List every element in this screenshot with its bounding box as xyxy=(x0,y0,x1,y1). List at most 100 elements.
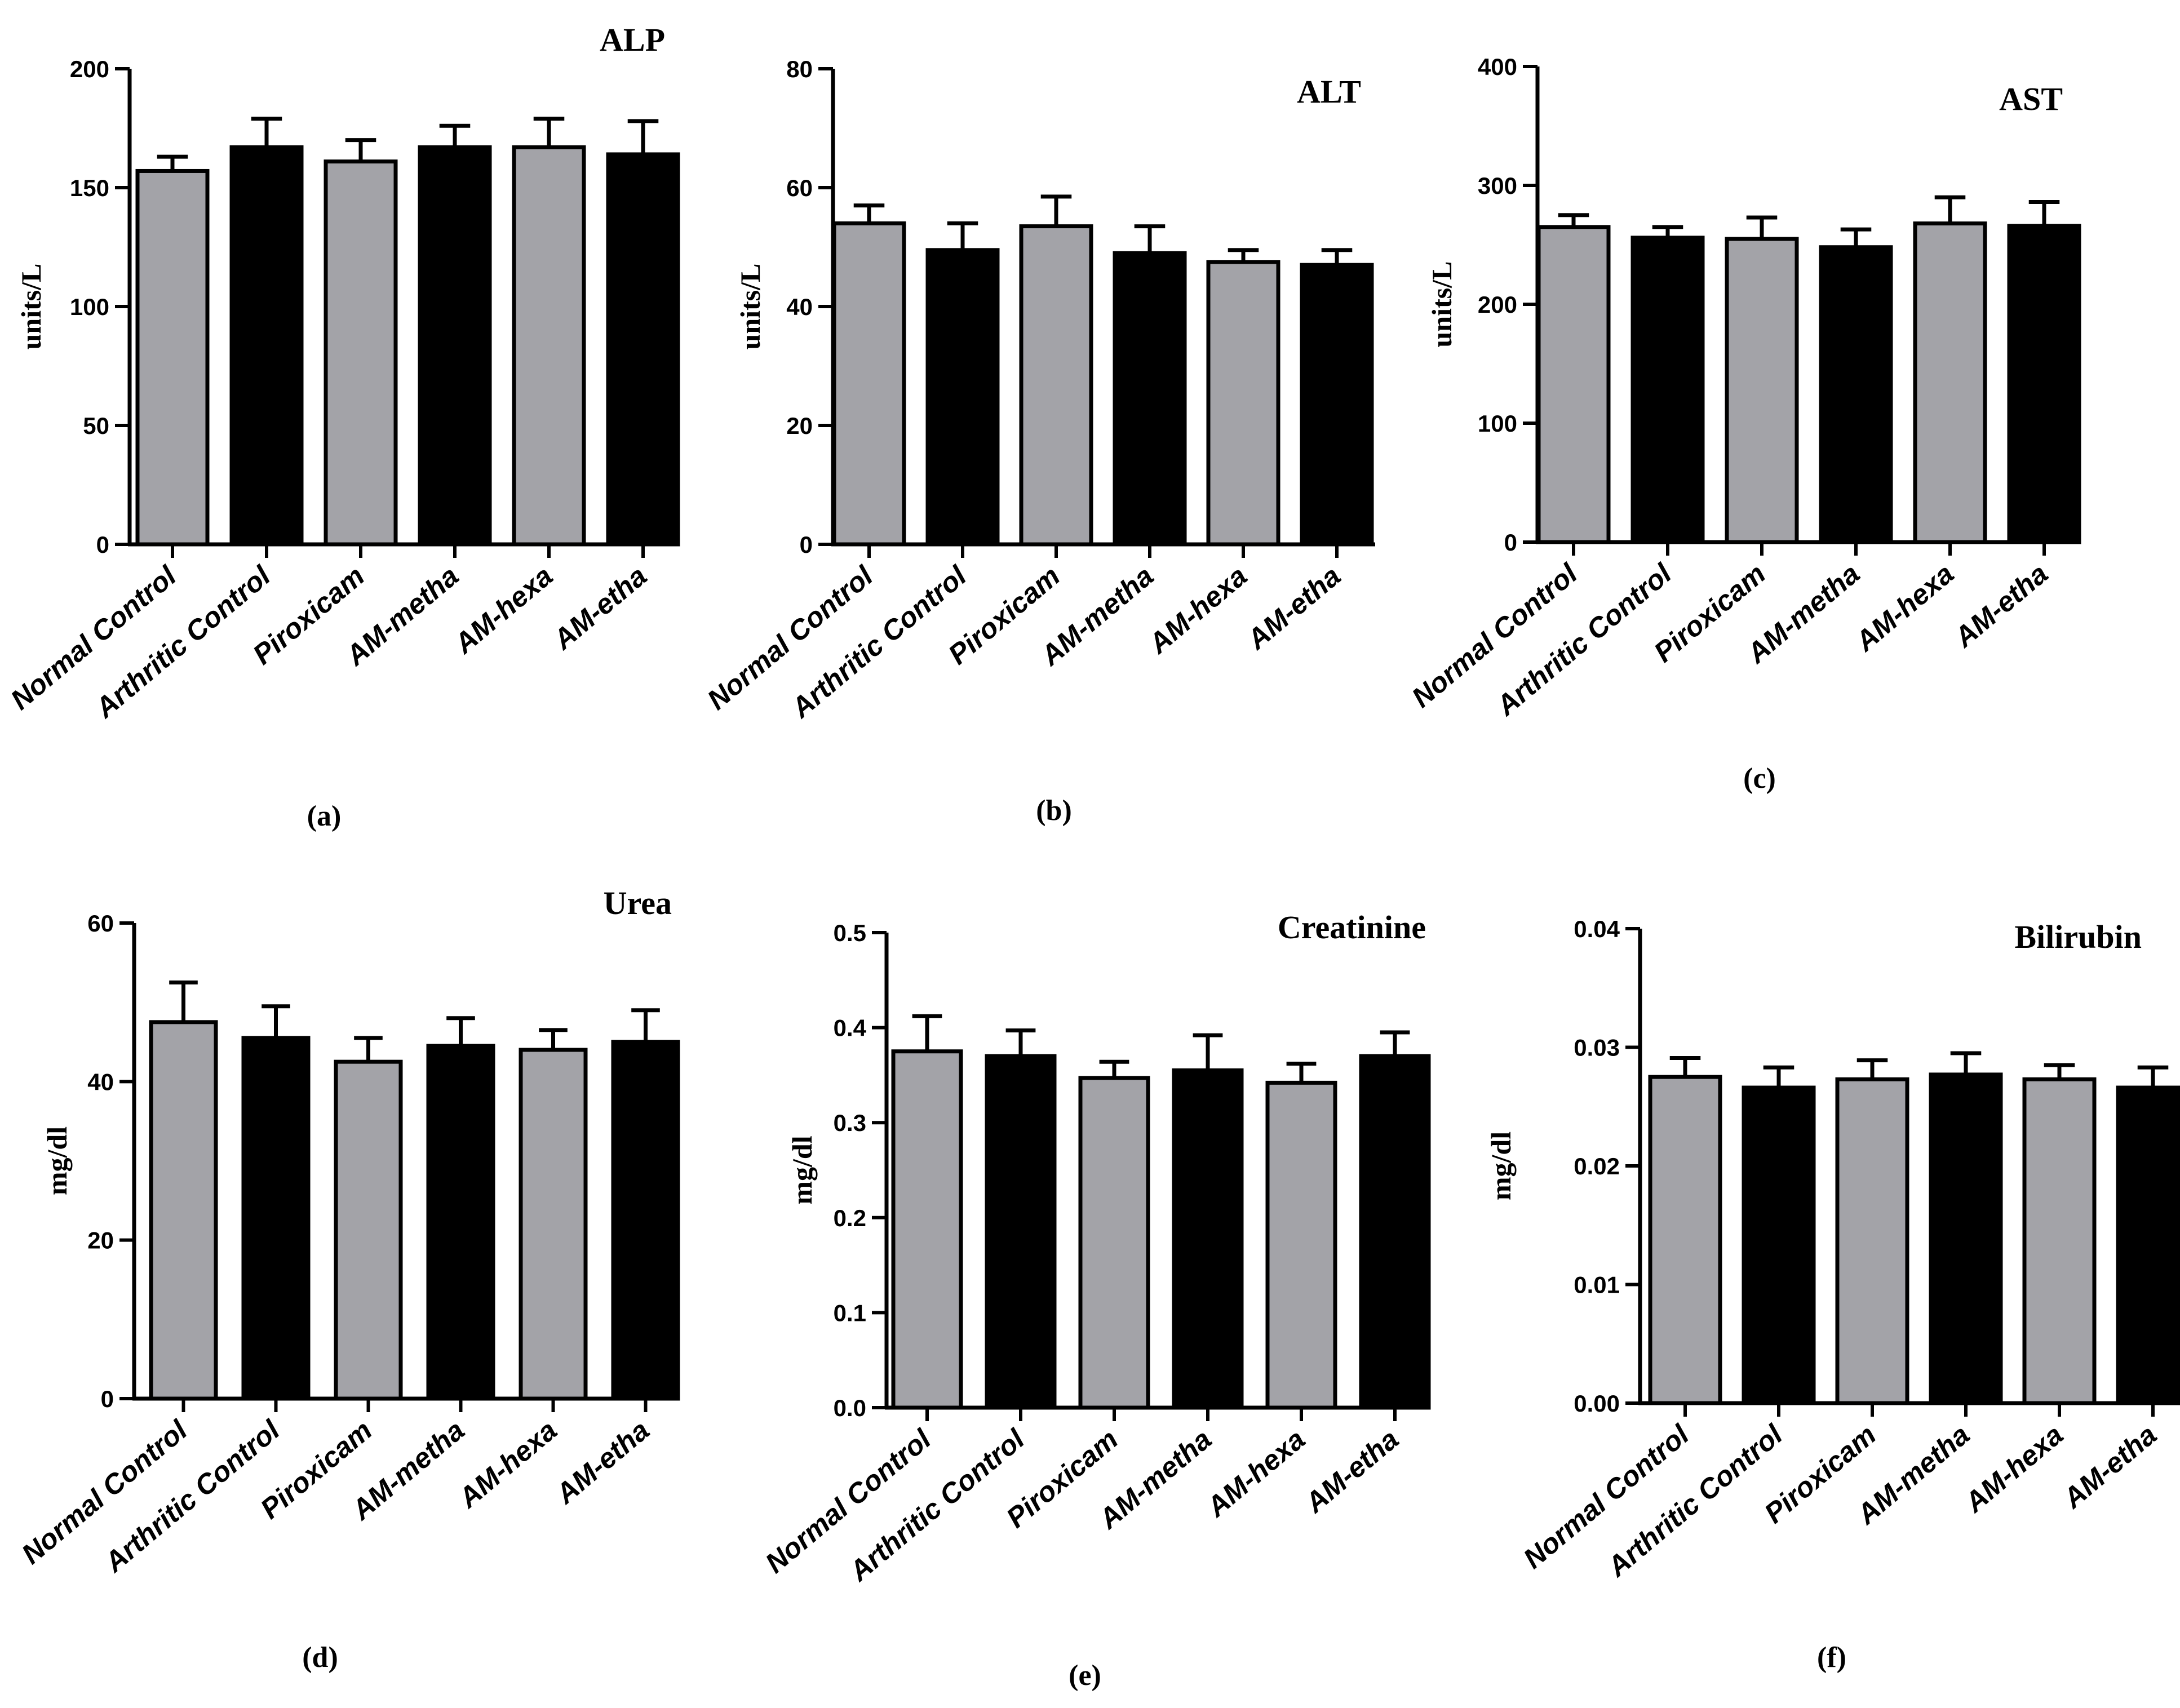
y-tick-label: 300 xyxy=(1478,172,1517,199)
panel-title: AST xyxy=(1999,81,2063,117)
x-tick-label: Normal Control xyxy=(759,1423,937,1580)
panel-title: ALT xyxy=(1297,73,1361,110)
bar-am-hexa xyxy=(2022,1077,2097,1405)
panel-caption: (e) xyxy=(1069,1660,1101,1692)
x-tick-label: AM-etha xyxy=(546,560,653,656)
panel-caption: (a) xyxy=(307,800,342,832)
panel-caption: (f) xyxy=(1817,1642,1846,1674)
bar-arthritic-control xyxy=(241,1036,311,1401)
y-tick-label: 0.4 xyxy=(834,1015,867,1041)
y-tick-label: 0.02 xyxy=(1574,1153,1620,1179)
bar-am-etha xyxy=(2007,224,2081,544)
y-tick-label: 0.00 xyxy=(1574,1390,1620,1417)
y-tick-label: 0 xyxy=(96,531,109,558)
x-tick-label: Arthritic Control xyxy=(785,560,973,725)
bar-normal-control xyxy=(891,1049,963,1410)
bar-normal-control xyxy=(1648,1075,1722,1405)
y-axis-label: mg/dl xyxy=(786,1135,818,1204)
y-axis-label: mg/dl xyxy=(1485,1132,1517,1200)
bar-am-etha xyxy=(606,152,680,547)
x-tick-label: AM-etha xyxy=(1947,558,2054,654)
y-tick-label: 100 xyxy=(70,294,109,320)
bar-piroxicam xyxy=(324,159,398,547)
bar-am-metha xyxy=(1819,245,1893,544)
bar-piroxicam xyxy=(1725,237,1799,544)
bar-am-hexa xyxy=(512,145,586,547)
y-tick-label: 20 xyxy=(87,1227,114,1254)
bar-arthritic-control xyxy=(1742,1085,1816,1405)
y-tick-label: 0.1 xyxy=(834,1299,866,1326)
bar-am-hexa xyxy=(1265,1080,1337,1410)
y-tick-label: 0 xyxy=(1504,529,1517,556)
panel-title: Creatinine xyxy=(1278,909,1426,946)
x-tick-label: AM-hexa xyxy=(447,560,559,660)
bar-am-hexa xyxy=(1913,221,1987,544)
bar-piroxicam xyxy=(1078,1076,1150,1410)
bar-piroxicam xyxy=(1835,1077,1909,1405)
panel-caption: (b) xyxy=(1036,795,1072,827)
x-tick-label: AM-hexa xyxy=(451,1414,562,1515)
y-tick-label: 150 xyxy=(70,175,109,201)
bar-arthritic-control xyxy=(985,1054,1057,1410)
bar-normal-control xyxy=(135,168,210,547)
panel-title: Urea xyxy=(604,885,672,921)
bar-arthritic-control xyxy=(229,145,304,547)
bar-arthritic-control xyxy=(1630,236,1705,544)
y-tick-label: 60 xyxy=(786,175,813,201)
x-tick-label: Normal Control xyxy=(5,560,183,716)
bar-am-metha xyxy=(418,145,492,547)
panel-title: ALP xyxy=(600,21,665,58)
bar-am-metha xyxy=(426,1044,495,1401)
y-tick-label: 200 xyxy=(70,56,109,82)
bar-am-metha xyxy=(1113,251,1187,547)
y-tick-label: 50 xyxy=(83,412,109,439)
bar-am-hexa xyxy=(519,1048,588,1401)
x-tick-label: AM-etha xyxy=(1298,1423,1404,1520)
x-tick-label: Arthritic Control xyxy=(1601,1418,1789,1583)
x-tick-label: Normal Control xyxy=(701,560,879,716)
y-tick-label: 0.01 xyxy=(1574,1272,1620,1298)
y-axis-label: units/L xyxy=(1426,261,1457,348)
bar-am-etha xyxy=(1359,1054,1431,1410)
y-tick-label: 0 xyxy=(101,1386,114,1412)
bar-normal-control xyxy=(832,221,906,547)
x-tick-label: AM-etha xyxy=(2056,1419,2163,1515)
y-tick-label: 40 xyxy=(87,1068,114,1095)
x-tick-label: AM-hexa xyxy=(1142,560,1253,660)
bar-am-hexa xyxy=(1206,260,1280,547)
y-axis-label: units/L xyxy=(15,264,47,350)
bar-piroxicam xyxy=(1019,224,1093,547)
x-tick-label: AM-hexa xyxy=(1849,558,1960,658)
bar-normal-control xyxy=(149,1020,218,1401)
panel-caption: (c) xyxy=(1743,762,1776,795)
x-tick-label: Normal Control xyxy=(1517,1418,1695,1575)
y-tick-label: 0.03 xyxy=(1574,1035,1620,1061)
y-tick-label: 20 xyxy=(786,412,813,439)
y-tick-label: 0.04 xyxy=(1574,916,1620,942)
y-tick-label: 60 xyxy=(87,910,114,937)
x-tick-label: Normal Control xyxy=(1406,557,1584,714)
y-tick-label: 100 xyxy=(1478,410,1517,437)
y-tick-label: 0.3 xyxy=(834,1110,866,1136)
bar-piroxicam xyxy=(334,1059,403,1401)
panel-title: Bilirubin xyxy=(2014,919,2142,955)
bar-am-etha xyxy=(2116,1085,2180,1405)
x-tick-label: AM-hexa xyxy=(1200,1423,1311,1524)
y-tick-label: 0 xyxy=(800,531,813,558)
y-axis-label: mg/dl xyxy=(41,1126,73,1195)
y-tick-label: 40 xyxy=(786,294,813,320)
bar-am-etha xyxy=(611,1040,680,1401)
bar-arthritic-control xyxy=(925,248,1000,547)
y-tick-label: 0.5 xyxy=(834,920,866,946)
y-tick-label: 0.2 xyxy=(834,1205,866,1231)
x-tick-label: Normal Control xyxy=(16,1414,194,1571)
bar-normal-control xyxy=(1536,225,1611,544)
x-tick-label: AM-etha xyxy=(549,1414,655,1511)
